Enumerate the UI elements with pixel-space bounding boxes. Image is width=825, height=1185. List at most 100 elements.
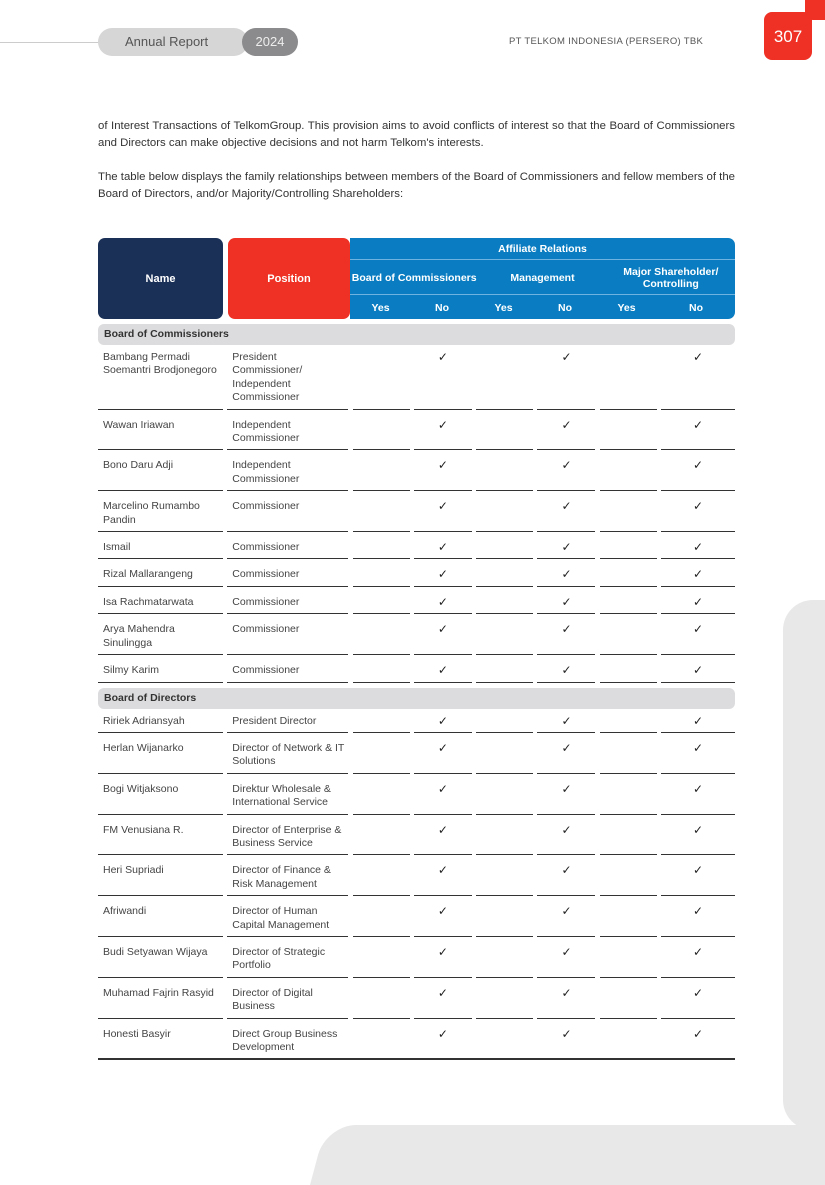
cell-empty <box>352 901 410 937</box>
cell-position: Commissioner <box>227 592 349 615</box>
cell-empty <box>599 779 657 815</box>
check-icon: ✓ <box>537 660 596 683</box>
cell-empty <box>476 455 534 492</box>
cell-empty <box>352 455 410 492</box>
table-row: Marcelino Rumambo Pandin Commissioner ✓ ✓ ✓ <box>98 496 736 533</box>
cell-name: Ririek Adriansyah <box>98 711 223 733</box>
cell-empty <box>599 860 657 897</box>
cell-position: Commissioner <box>227 564 349 587</box>
header-no: No <box>435 301 449 314</box>
cell-empty <box>476 738 534 774</box>
header-group-boc: Board of Commissioners <box>351 271 477 284</box>
table-row: Honesti Basyir Direct Group Business Deve… <box>98 1024 735 1059</box>
cell-empty <box>476 860 534 897</box>
header-group-shareholder: Major Shareholder/ Controlling <box>623 265 719 290</box>
cell-empty <box>352 619 410 656</box>
check-icon: ✓ <box>413 347 472 410</box>
cell-empty <box>476 901 534 937</box>
cell-empty <box>352 983 410 1019</box>
cell-name: Bogi Witjaksono <box>98 779 223 815</box>
check-icon: ✓ <box>661 860 736 897</box>
paragraph-1: of Interest Transactions of TelkomGroup.… <box>98 120 735 149</box>
check-icon: ✓ <box>661 496 736 533</box>
cell-empty <box>352 711 410 733</box>
check-icon: ✓ <box>661 619 736 656</box>
check-icon: ✓ <box>413 564 472 587</box>
table-row: Arya Mahendra Sinulingga Commissioner ✓ ✓ ✓ <box>98 619 736 656</box>
cell-name: Arya Mahendra Sinulingga <box>98 619 223 656</box>
cell-empty <box>599 711 657 733</box>
check-icon: ✓ <box>661 592 736 615</box>
check-icon: ✓ <box>413 738 472 774</box>
check-icon: ✓ <box>413 415 472 451</box>
table-row: Rizal Mallarangeng Commissioner ✓ ✓ ✓ <box>98 564 736 587</box>
check-icon: ✓ <box>661 983 736 1019</box>
cell-name: Honesti Basyir <box>103 1027 171 1040</box>
cell-name: Bambang Permadi Soemantri Brodjonegoro <box>98 347 223 410</box>
cell-empty <box>352 564 410 587</box>
cell-position: Independent Commissioner <box>227 415 349 451</box>
check-icon: ✓ <box>661 564 736 587</box>
table-row: Ismail Commissioner ✓ ✓ ✓ <box>98 537 736 560</box>
cell-empty <box>352 860 410 897</box>
cell-empty <box>476 347 534 410</box>
check-icon: ✓ <box>661 738 736 774</box>
check-icon: ✓ <box>537 592 596 615</box>
cell-empty <box>352 496 410 533</box>
report-year: 2024 <box>242 28 298 56</box>
check-icon: ✓ <box>693 1026 704 1041</box>
check-icon: ✓ <box>661 660 736 683</box>
cell-empty <box>599 983 657 1019</box>
header-yes: Yes <box>371 301 390 314</box>
cell-position: Commissioner <box>227 619 349 656</box>
check-icon: ✓ <box>661 711 736 733</box>
check-icon: ✓ <box>537 711 596 733</box>
cell-empty <box>599 347 657 410</box>
cell-empty <box>476 564 534 587</box>
page-number: 307 <box>764 12 812 60</box>
header-name: Name <box>98 238 223 319</box>
check-icon: ✓ <box>413 901 472 937</box>
cell-empty <box>352 738 410 774</box>
table-row: Afriwandi Director of Human Capital Manag… <box>98 901 736 937</box>
cell-position: Direktur Wholesale & International Servi… <box>227 779 349 815</box>
cell-empty <box>476 711 534 733</box>
cell-empty <box>352 592 410 615</box>
section-header: Board of Commissioners <box>98 324 735 345</box>
cell-empty <box>599 619 657 656</box>
cell-empty <box>599 537 657 560</box>
cell-name: Wawan Iriawan <box>98 415 223 451</box>
check-icon: ✓ <box>661 942 736 978</box>
check-icon: ✓ <box>661 901 736 937</box>
cell-position: Independent Commissioner <box>227 455 349 492</box>
header-no: No <box>689 301 703 314</box>
cell-position: Commissioner <box>227 660 349 683</box>
header-yes: Yes <box>494 301 513 314</box>
cell-empty <box>599 660 657 683</box>
table-header: Name Position Affiliate Relations Board … <box>98 238 735 319</box>
cell-name: Silmy Karim <box>98 660 223 683</box>
cell-position: Director of Enterprise & Business Servic… <box>227 820 349 856</box>
cell-name: Rizal Mallarangeng <box>98 564 223 587</box>
decorative-shape-bottom <box>310 1125 825 1185</box>
cell-empty <box>599 496 657 533</box>
cell-position: Director of Strategic Portfolio <box>227 942 349 978</box>
cell-empty <box>599 455 657 492</box>
cell-empty <box>476 1024 533 1059</box>
header-yes: Yes <box>617 301 636 314</box>
check-icon: ✓ <box>661 455 736 492</box>
cell-empty <box>353 1024 410 1059</box>
cell-empty <box>476 983 534 1019</box>
cell-empty <box>352 820 410 856</box>
check-icon: ✓ <box>537 983 596 1019</box>
cell-position: Commissioner <box>227 496 349 533</box>
check-icon: ✓ <box>537 738 596 774</box>
table-row: Bono Daru Adji Independent Commissioner ✓ ✓… <box>98 455 736 492</box>
check-icon: ✓ <box>413 592 472 615</box>
header-group-management: Management <box>510 271 575 284</box>
check-icon: ✓ <box>537 496 596 533</box>
cell-name: FM Venusiana R. <box>98 820 223 856</box>
cell-position: President Commissioner/ Independent Comm… <box>227 347 349 410</box>
cell-empty <box>476 619 534 656</box>
check-icon: ✓ <box>661 415 736 451</box>
